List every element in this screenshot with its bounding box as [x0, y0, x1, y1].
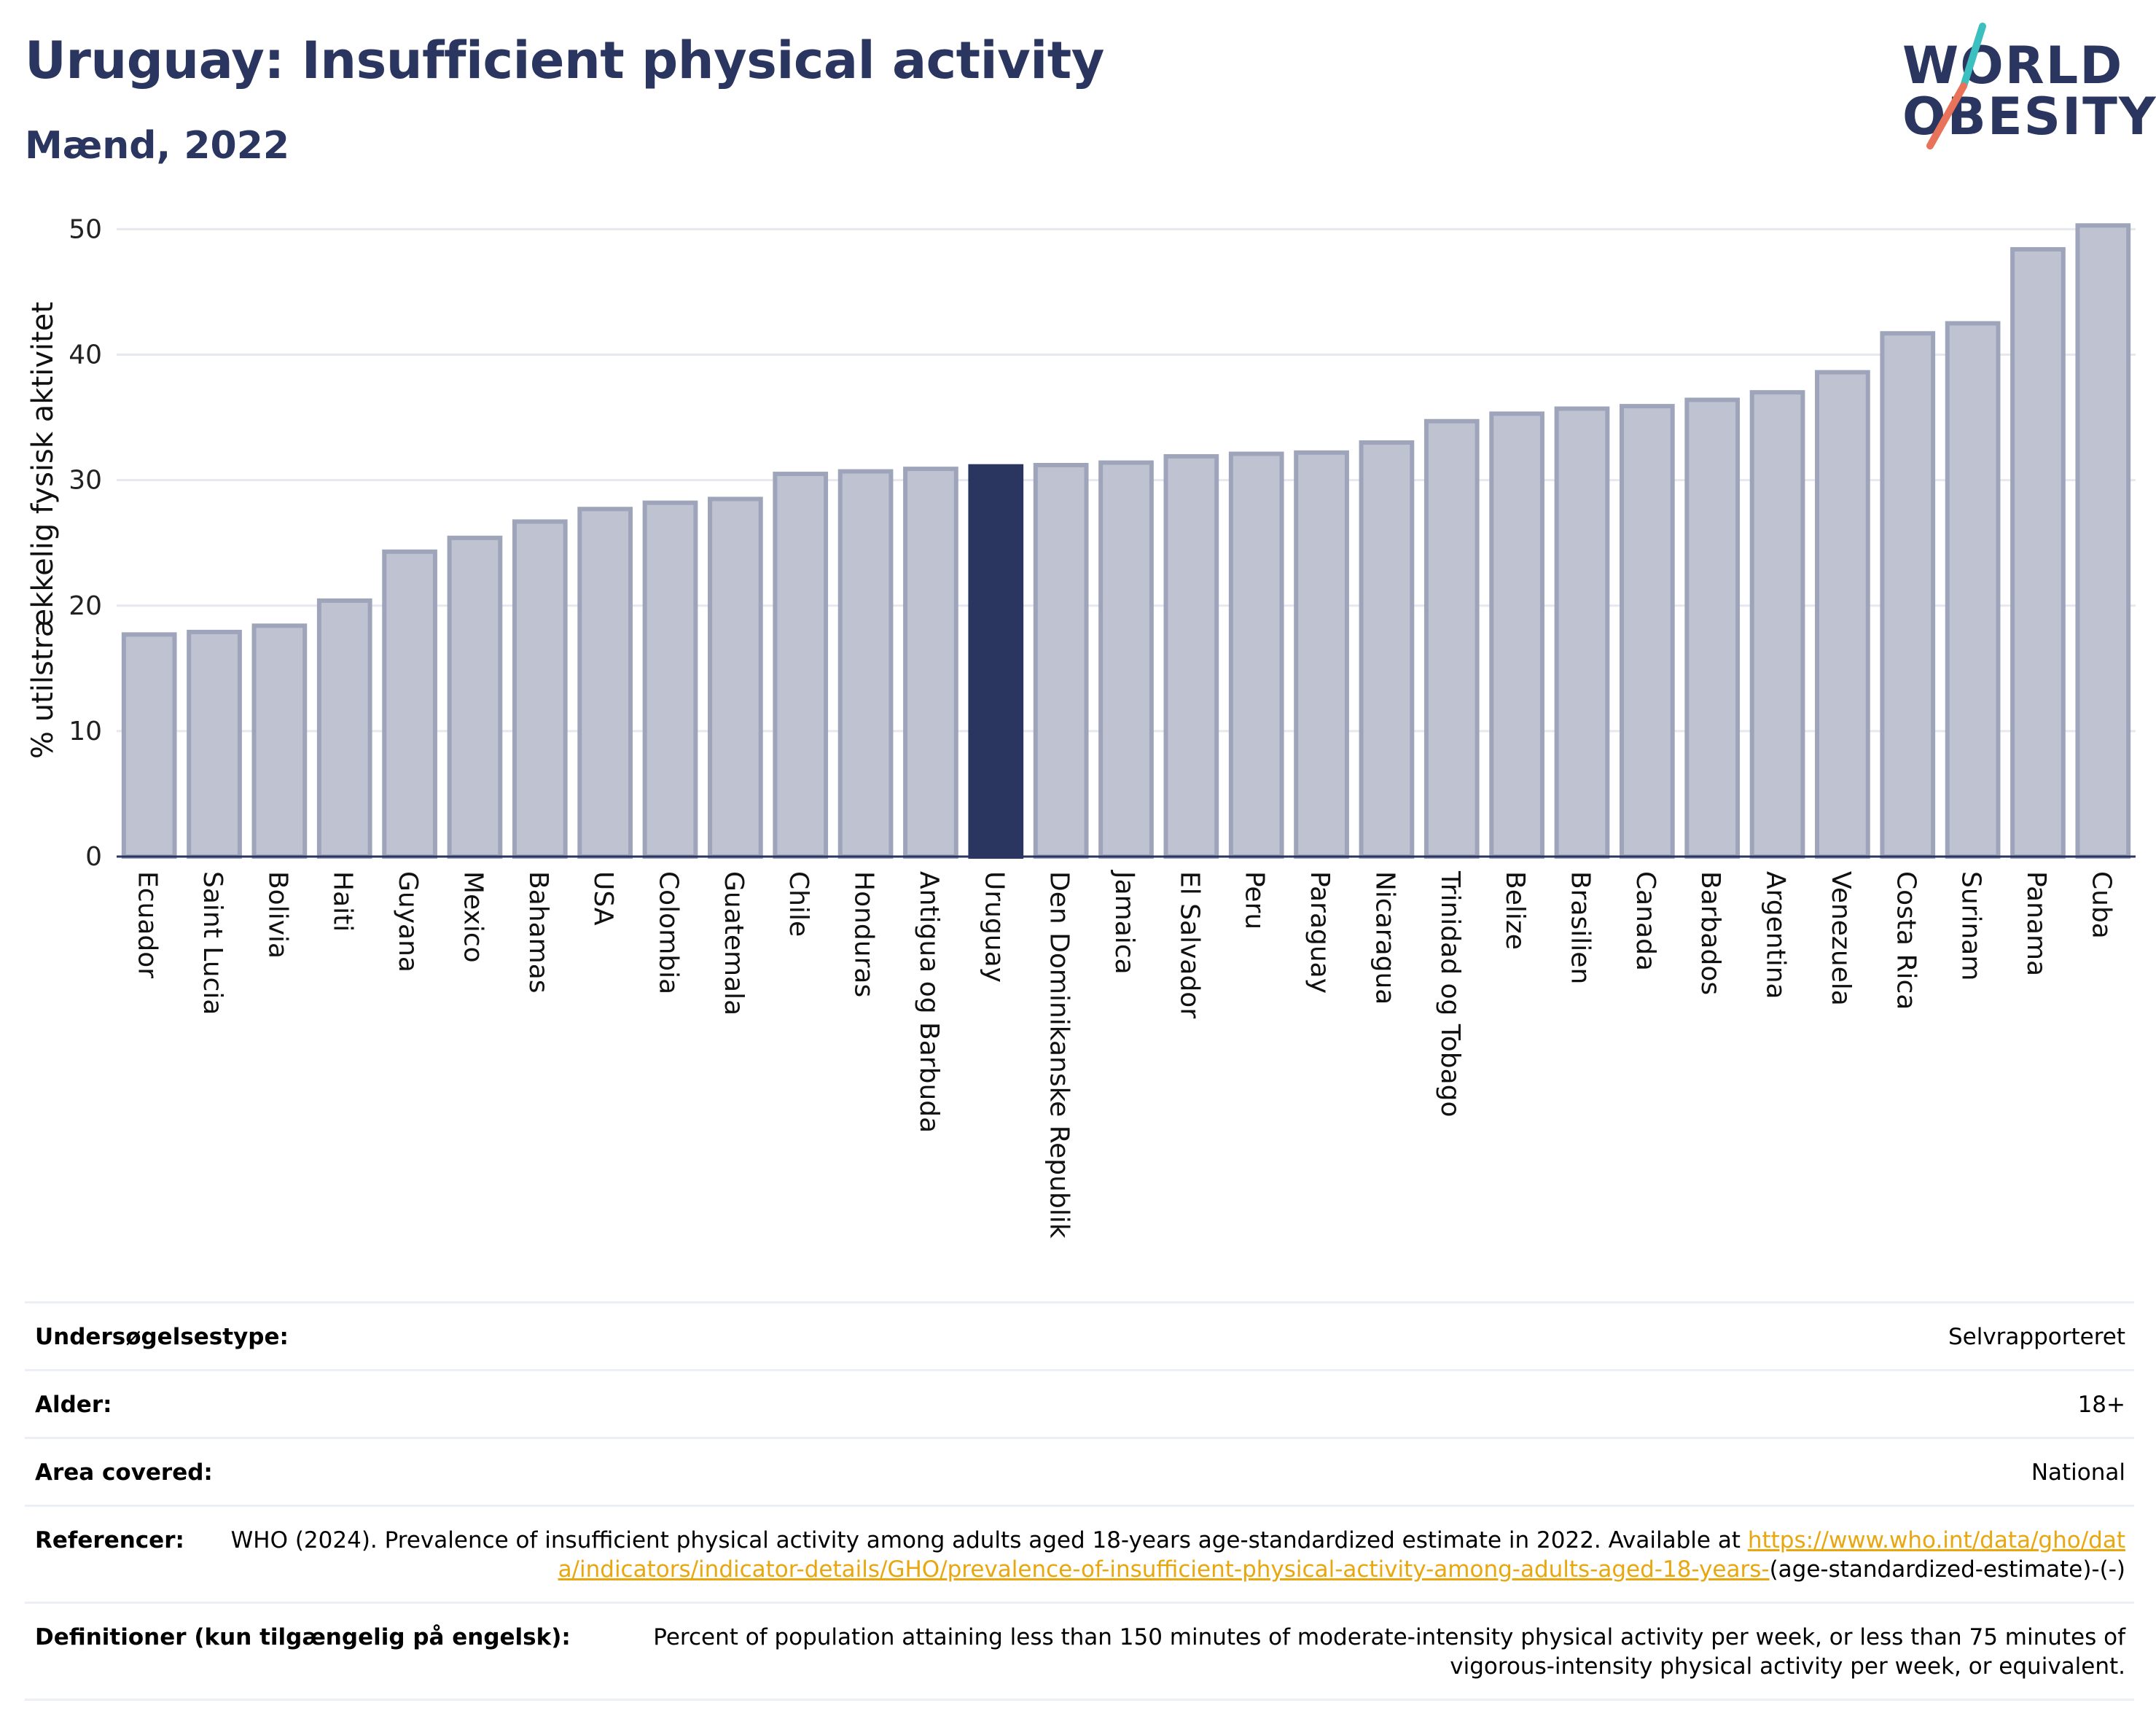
x-tick-label: Nicaragua: [1370, 871, 1399, 1005]
meta-value: National: [2031, 1459, 2125, 1486]
meta-label: Undersøgelsestype:: [35, 1324, 289, 1350]
x-tick-label: Saint Lucia: [198, 871, 227, 1015]
x-tick-label: Canada: [1630, 871, 1660, 971]
x-tick-label: Chile: [784, 871, 813, 937]
y-axis-ticks: 0 10 20 30 40 50: [69, 214, 102, 872]
bar-panama: [2010, 246, 2066, 859]
bar-trinidad-og-tobago: [1423, 418, 1480, 859]
meta-label: Referencer:: [35, 1527, 184, 1553]
bar-den-dominikanske-republik: [1033, 463, 1089, 859]
x-tick-label: Brasilien: [1565, 871, 1595, 984]
meta-row-references: Referencer: WHO (2024). Prevalence of in…: [25, 1505, 2134, 1602]
x-tick-label: Venezuela: [1826, 871, 1856, 1006]
meta-value: WHO (2024). Prevalence of insufficient p…: [184, 1526, 2125, 1584]
bar-paraguay: [1294, 450, 1349, 859]
logo-line-1: WORLD: [1902, 36, 2124, 95]
y-tick-label: 30: [69, 466, 102, 496]
bar-mexico: [447, 535, 503, 859]
bar-barbados: [1684, 397, 1741, 859]
x-tick-label: Costa Rica: [1891, 871, 1921, 1010]
meta-value: Percent of population attaining less tha…: [653, 1624, 2125, 1680]
bar-honduras: [837, 469, 894, 859]
x-tick-label: Paraguay: [1305, 871, 1335, 994]
x-tick-label: Cuba: [2086, 871, 2116, 939]
x-tick-label: Ecuador: [133, 871, 163, 978]
x-tick-label: Haiti: [328, 871, 358, 932]
bar-canada: [1619, 404, 1675, 859]
x-tick-label: Argentina: [1761, 871, 1791, 999]
bar-jamaica: [1098, 460, 1154, 859]
bar-peru: [1228, 451, 1284, 859]
x-axis-labels: Ecuador Saint Lucia Bolivia Haiti Guyana Mexi…: [133, 870, 2117, 1239]
bar-nicaragua: [1359, 440, 1415, 859]
meta-row-definitions: Definitioner (kun tilgængelig på engelsk…: [25, 1602, 2134, 1701]
x-tick-label: Honduras: [849, 871, 879, 997]
meta-label: Area covered:: [35, 1459, 213, 1486]
x-tick-label: Guyana: [393, 871, 423, 972]
x-tick-label: Belize: [1500, 871, 1530, 950]
bar-usa: [577, 507, 633, 859]
bar-bahamas: [512, 519, 568, 859]
bar-antigua-og-barbuda: [903, 467, 958, 859]
x-tick-label: Jamaica: [1109, 870, 1139, 975]
bar-belize: [1489, 411, 1544, 859]
y-tick-label: 20: [69, 591, 102, 621]
bar-colombia: [642, 500, 698, 859]
bar-venezuela: [1815, 370, 1870, 859]
x-tick-label: Den Dominikanske Republik: [1044, 871, 1074, 1239]
x-tick-label: Colombia: [654, 871, 684, 994]
x-tick-label: Trinidad og Tobago: [1435, 870, 1465, 1118]
bar-saint-lucia: [187, 629, 242, 859]
bar-ecuador: [121, 632, 177, 859]
bar-chile: [773, 472, 829, 859]
meta-value: 18+: [2077, 1392, 2125, 1418]
x-tick-label: Antigua og Barbuda: [914, 871, 944, 1133]
reference-link[interactable]: https://www.who.int/data/gho/data/indica…: [558, 1527, 2125, 1583]
world-obesity-logo: WORLD OBESITY: [1895, 22, 2156, 153]
metadata-table: Undersøgelsestype: Selvrapporteret Alder…: [25, 1301, 2134, 1701]
x-tick-label: Panama: [2021, 871, 2051, 976]
x-tick-label: Bolivia: [262, 871, 292, 959]
bar-cuba: [2075, 223, 2131, 859]
bar-argentina: [1749, 390, 1805, 859]
bar-el-salvador: [1163, 453, 1219, 859]
x-tick-label: Peru: [1240, 871, 1270, 929]
reference-text: WHO (2024). Prevalence of insufficient p…: [230, 1527, 1748, 1553]
bar-uruguay: [968, 464, 1024, 859]
y-axis-title: % utilstrækkelig fysisk aktivitet: [26, 302, 60, 759]
bar-haiti: [316, 598, 372, 859]
bars: [121, 223, 2131, 859]
y-tick-label: 10: [69, 717, 102, 746]
logo-slash-icon: [1926, 23, 1986, 149]
meta-row-area: Area covered: National: [25, 1437, 2134, 1505]
bar-chart: 0 10 20 30 40 50 Ecuador Saint Lucia Bolivia Hai…: [26, 214, 2136, 1239]
bar-guatemala: [708, 496, 763, 859]
x-tick-label: Mexico: [458, 871, 488, 963]
y-tick-label: 0: [85, 842, 102, 872]
bar-brasilien: [1554, 406, 1610, 859]
x-tick-label: USA: [588, 871, 618, 926]
x-tick-label: Barbados: [1695, 871, 1725, 995]
x-tick-label: El Salvador: [1174, 871, 1204, 1018]
page-subtitle: Mænd, 2022: [25, 124, 290, 168]
meta-row-survey-type: Undersøgelsestype: Selvrapporteret: [25, 1301, 2134, 1369]
reference-suffix: (age-standardized-estimate)-(-): [1769, 1556, 2125, 1583]
meta-label: Alder:: [35, 1392, 112, 1418]
x-tick-label: Uruguay: [979, 871, 1009, 983]
x-tick-label: Surinam: [1956, 871, 1986, 980]
x-tick-label: Guatemala: [719, 871, 749, 1015]
meta-value: Selvrapporteret: [1948, 1324, 2125, 1350]
x-tick-label: Bahamas: [523, 871, 553, 994]
bar-guyana: [382, 549, 437, 859]
bar-surinam: [1945, 321, 2001, 859]
y-tick-label: 40: [69, 340, 102, 370]
meta-label: Definitioner (kun tilgængelig på engelsk…: [35, 1624, 571, 1650]
meta-row-age: Alder: 18+: [25, 1369, 2134, 1437]
page-title: Uruguay: Insufficient physical activity: [25, 31, 1104, 90]
bar-bolivia: [251, 623, 308, 859]
bar-costa-rica: [1880, 331, 1936, 859]
y-tick-label: 50: [69, 214, 102, 244]
